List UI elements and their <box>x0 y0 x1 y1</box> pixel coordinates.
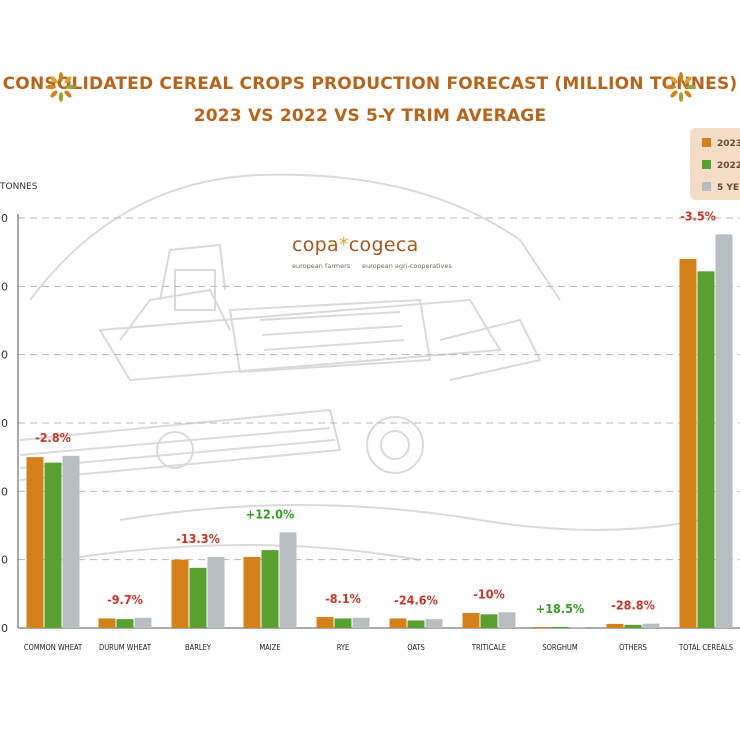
bar-triticale-2022 <box>480 614 498 628</box>
bar-triticale-2023 <box>462 612 480 628</box>
category-label: MAIZE <box>259 643 280 652</box>
bar-total-cereals-5-ye <box>715 234 733 628</box>
data-label: +18.5% <box>536 601 584 616</box>
category-label: COMMON WHEAT <box>24 643 83 652</box>
category-label: DURUM WHEAT <box>99 643 152 652</box>
bar-total-cereals-2022 <box>697 271 715 628</box>
bar-barley-2022 <box>189 567 207 628</box>
chart-subtitle: 2023 VS 2022 VS 5-Y TRIM AVERAGE <box>193 106 547 126</box>
bar-maize-2022 <box>261 550 279 628</box>
legend: 2023 2022 5 YE <box>690 128 740 200</box>
y-tick-label: 0 <box>1 622 8 635</box>
harvester-illustration <box>19 173 701 561</box>
copa-cogeca-logo: copa*cogeca european farmers european ag… <box>292 234 452 270</box>
bar-rye-2023 <box>316 617 334 628</box>
y-tick-label: 0 <box>1 554 8 567</box>
bar-others-2022 <box>624 624 642 628</box>
bar-maize-2023 <box>243 556 261 628</box>
flower-icon <box>666 72 696 102</box>
legend-item-2023: 2023 <box>702 138 740 149</box>
data-label: +12.0% <box>246 506 294 521</box>
bar-sorghum-2023 <box>533 627 551 629</box>
category-label: BARLEY <box>185 643 212 652</box>
bar-common-wheat-2022 <box>44 462 62 628</box>
data-label: -3.5% <box>680 208 716 223</box>
category-label: OATS <box>407 643 425 652</box>
y-tick-label: 0 <box>1 349 8 362</box>
bar-maize-5-ye <box>279 532 297 628</box>
category-label: RYE <box>337 643 350 652</box>
data-label: -24.6% <box>394 592 438 607</box>
y-axis-label: TONNES <box>0 182 38 192</box>
data-label: -13.3% <box>176 531 220 546</box>
bar-barley-2023 <box>171 559 189 628</box>
y-tick-label: 0 <box>1 280 8 293</box>
data-label: -9.7% <box>107 592 143 607</box>
bar-others-5-ye <box>642 623 660 628</box>
y-tick-label: 0 <box>1 485 8 498</box>
chart-title: CONSOLIDATED CEREAL CROPS PRODUCTION FOR… <box>2 74 738 94</box>
annotations: -2.8% -9.7% -13.3% +12.0% -8.1% -24.6% -10% +18… <box>35 208 716 616</box>
category-label: TOTAL CEREALS <box>678 643 733 652</box>
category-label: SORGHUM <box>542 643 578 652</box>
bar-oats-5-ye <box>425 619 443 628</box>
bar-durum-wheat-2023 <box>98 618 116 628</box>
category-label: OTHERS <box>619 643 647 652</box>
bar-common-wheat-5-ye <box>62 455 80 628</box>
bar-durum-wheat-5-ye <box>134 617 152 628</box>
bar-rye-5-ye <box>352 617 370 628</box>
grid-lines <box>18 217 740 561</box>
category-label: TRITICALE <box>471 643 506 652</box>
bar-sorghum-5-ye <box>569 627 587 629</box>
legend-item-2022: 2022 <box>702 160 740 171</box>
bar-oats-2022 <box>407 620 425 628</box>
y-tick-label: 0 <box>1 417 8 430</box>
bar-rye-2022 <box>334 618 352 628</box>
bars <box>26 234 733 629</box>
category-labels: COMMON WHEAT DURUM WHEAT BARLEY MAIZE RYE OAT… <box>24 643 733 652</box>
data-label: -8.1% <box>325 591 361 606</box>
bar-total-cereals-2023 <box>679 259 697 628</box>
bar-barley-5-ye <box>207 556 225 628</box>
data-label: -28.8% <box>611 598 655 613</box>
bar-triticale-5-ye <box>498 612 516 628</box>
bar-sorghum-2022 <box>551 626 569 628</box>
flower-icon <box>46 72 76 102</box>
bar-others-2023 <box>606 623 624 628</box>
bar-common-wheat-2023 <box>26 457 44 628</box>
y-tick-labels: 0 0 0 0 0 0 0 <box>1 212 8 635</box>
data-label: -10% <box>473 586 505 601</box>
y-tick-label: 0 <box>1 212 8 225</box>
bar-durum-wheat-2022 <box>116 619 134 628</box>
legend-item-5y-average: 5 YE <box>702 182 739 193</box>
bar-oats-2023 <box>389 618 407 628</box>
data-label: -2.8% <box>35 430 71 445</box>
